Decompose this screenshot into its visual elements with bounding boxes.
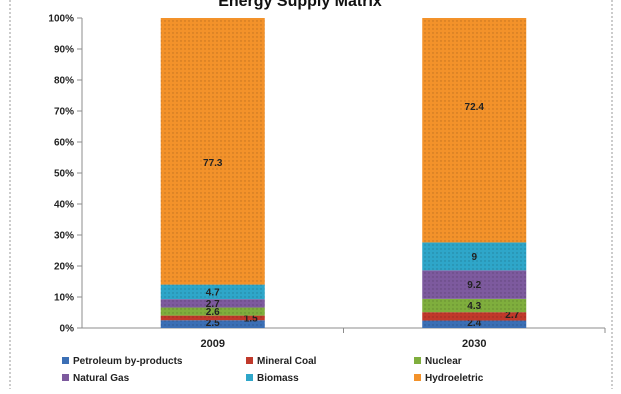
legend-swatch [62,357,69,364]
x-tick-label: 2030 [462,338,486,350]
chart-title: Energy Supply Matrix [218,0,382,10]
bar-segment-texture [160,320,265,328]
y-tick-label: 100% [48,14,74,25]
y-tick-label: 60% [54,138,74,149]
legend-item: Hydroeletric [414,373,484,384]
legend-label: Natural Gas [73,373,130,384]
legend-swatch [414,374,421,381]
legend: Petroleum by-products Mineral Coal Nuclear… [62,356,484,384]
legend-label: Biomass [257,373,299,384]
bar-segment-texture [160,307,265,316]
bar-segment-texture [160,299,265,308]
y-tick-label: 40% [54,200,74,211]
bar-segment-texture [422,298,527,313]
legend-label: Petroleum by-products [73,356,183,367]
bar-segment-texture [160,284,265,300]
data-label: 2.6 [206,307,220,318]
y-tick-label: 10% [54,293,74,304]
y-tick-label: 0% [60,324,75,335]
legend-item: Mineral Coal [246,356,317,367]
bar-segment-texture [422,320,527,328]
legend-item: Petroleum by-products [62,356,183,367]
y-axis: 0% 10% 20% 30% 40% 50% 60% 70% 80% 90% 100% [48,14,83,335]
legend-item: Biomass [246,373,299,384]
legend-item: Nuclear [414,356,462,367]
legend-swatch [246,357,253,364]
legend-swatch [62,374,69,381]
y-tick-label: 80% [54,76,74,87]
data-label: 9 [471,252,477,263]
legend-label: Nuclear [425,356,462,367]
data-label: 2.7 [206,299,220,310]
data-label: 77.3 [203,158,223,169]
x-tick-label: 2009 [201,338,225,350]
y-tick-label: 20% [54,262,74,273]
data-label: 1.5 [244,314,258,325]
data-label: 4.3 [467,301,481,312]
bar-segment-texture [422,312,527,321]
y-tick-label: 70% [54,107,74,118]
data-label: 72.4 [465,102,485,113]
legend-label: Hydroeletric [425,373,484,384]
y-tick-label: 30% [54,231,74,242]
bar-segment-texture [160,315,265,321]
legend-swatch [414,357,421,364]
bar-segment-texture [160,18,265,285]
data-label: 2.4 [467,318,481,329]
bar-segment-texture [422,270,527,299]
y-tick-label: 50% [54,169,74,180]
data-label: 2.7 [505,310,519,321]
x-axis: 2009 2030 [82,327,606,350]
legend-swatch [246,374,253,381]
data-label: 2.5 [206,318,220,329]
bar-segment-texture [422,18,527,243]
data-label: 9.2 [467,280,481,291]
legend-label: Mineral Coal [257,356,317,367]
legend-item: Natural Gas [62,373,130,384]
bar-segment-texture [422,242,527,271]
y-tick-label: 90% [54,45,74,56]
data-label: 4.7 [206,287,220,298]
